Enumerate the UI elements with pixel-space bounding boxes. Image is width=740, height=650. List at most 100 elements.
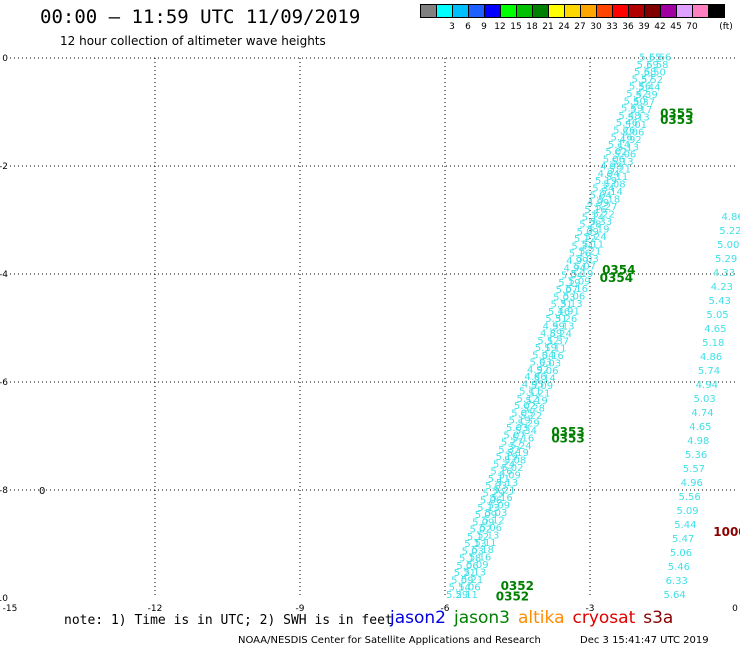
pass-time-label: 0355: [660, 106, 693, 120]
wave-height-value: 5.00: [717, 240, 739, 251]
wave-height-value: 5.66: [649, 53, 671, 64]
wave-height-value: 5.74: [698, 366, 720, 377]
wave-height-value: 5.02: [469, 525, 491, 536]
pass-time-label: 0354: [602, 263, 635, 277]
wave-height-value: 5.34: [515, 426, 537, 437]
wave-height-value: 5.09: [451, 575, 473, 586]
legend-label: 39: [638, 22, 650, 32]
wave-height-value: 5.13: [496, 478, 518, 489]
wave-height-value: 5.19: [535, 343, 557, 354]
wave-height-value: 5.19: [507, 448, 529, 459]
lon-tick-label: -15: [3, 604, 18, 614]
legend-label: 33: [606, 22, 618, 32]
wave-height-value: 5.06: [614, 150, 636, 161]
wave-height-value: 5.16: [512, 433, 534, 444]
wave-height-value: 5.18: [472, 545, 494, 556]
wave-height-value: 5.14: [608, 140, 630, 151]
wave-height-value: 5.06: [536, 366, 558, 377]
wave-height-value: 5.03: [576, 254, 598, 265]
wave-height-value: 4.96: [681, 478, 703, 489]
wave-height-value: 4.86: [721, 212, 740, 223]
wave-height-value: 5.64: [663, 590, 685, 601]
pass-time-label: 0352: [501, 579, 534, 593]
wave-height-value: 5.09: [475, 510, 497, 521]
wave-height-value: 5.13: [464, 539, 486, 550]
wave-height-value: 5.14: [533, 374, 555, 385]
pass-time-label: 0354: [600, 271, 633, 285]
satellite-legend-item: s3a: [643, 608, 674, 628]
wave-height-value: 5.18: [459, 554, 481, 565]
lat-tick-label: -4: [0, 270, 8, 280]
wave-height-value: 5.03: [539, 359, 561, 370]
wave-height-value: 5.08: [504, 456, 526, 467]
wave-height-value: 5.06: [480, 523, 502, 534]
wave-height-value: 5.06: [456, 561, 478, 572]
timestamp-text: Dec 3 15:41:47 UTC 2019: [580, 635, 709, 646]
wave-height-value: 5.46: [616, 118, 638, 129]
wave-height-value: 5.09: [676, 506, 698, 517]
wave-height-value: 4.65: [689, 422, 711, 433]
lat-tick-label: -10: [0, 594, 8, 604]
wave-height-value: 5.09: [568, 277, 590, 288]
wave-height-value: 5.14: [449, 583, 471, 594]
wave-height-value: 4.95: [522, 379, 544, 390]
wave-height-value: 5.21: [528, 389, 550, 400]
legend-label: 27: [574, 22, 586, 32]
pass-time-label: 0353: [551, 431, 584, 445]
wave-height-value: 4.98: [687, 436, 709, 447]
wave-height-value: 5.03: [694, 394, 716, 405]
wave-height-value: 5.13: [617, 142, 639, 153]
wave-height-value: 5.50: [624, 96, 646, 107]
wave-height-value: 5.21: [609, 165, 631, 176]
legend-label: 45: [670, 22, 682, 32]
wave-height-value: 4.89: [540, 329, 562, 340]
wave-height-value: 5.13: [477, 530, 499, 541]
wave-height-value: 5.28: [579, 220, 601, 231]
altimeter-tracks: 5.655.695.685.575.565.425.505.595.485.46…: [446, 53, 740, 601]
wave-height-value: 5.12: [482, 515, 504, 526]
wave-height-value: 5.02: [501, 463, 523, 474]
wave-height-value: 5.43: [709, 296, 731, 307]
wave-height-value: 5.57: [631, 74, 653, 85]
wave-height-value: 5.03: [485, 508, 507, 519]
wave-height-value: 5.37: [633, 97, 655, 108]
wave-height-value: 4.33: [713, 268, 735, 279]
wave-height-value: 5.31: [550, 300, 572, 311]
wave-height-value: 5.65: [639, 53, 661, 64]
wave-height-value: 5.19: [571, 269, 593, 280]
wave-height-value: 5.03: [553, 292, 575, 303]
credit-text: NOAA/NESDIS Center for Satellite Applica…: [238, 635, 541, 646]
wave-height-value: 5.19: [587, 224, 609, 235]
wave-height-value: 5.09: [488, 500, 510, 511]
wave-height-value: 5.16: [490, 467, 512, 478]
wave-height-value: 5.06: [622, 127, 644, 138]
wave-height-value: 5.12: [467, 532, 489, 543]
wave-height-value: 5.19: [509, 416, 531, 427]
wave-height-value: 5.27: [501, 438, 523, 449]
wave-height-value: 5.50: [644, 68, 666, 79]
wave-height-value: 5.32: [498, 445, 520, 456]
wave-height-value: 5.07: [503, 430, 525, 441]
wave-height-value: 5.42: [626, 89, 648, 100]
wave-height-value: 5.03: [530, 358, 552, 369]
satellite-legend-item: altika: [518, 608, 565, 628]
wave-height-value: 4.23: [711, 282, 733, 293]
wave-height-value: 5.16: [469, 553, 491, 564]
wave-height-value: 5.21: [461, 575, 483, 586]
wave-height-value: 5.19: [525, 396, 547, 407]
wave-height-value: 5.16: [542, 351, 564, 362]
pass-time-label: 0352: [496, 590, 529, 604]
wave-height-value: 5.06: [480, 496, 502, 507]
wave-height-value: 5.03: [462, 546, 484, 557]
wave-height-value: 5.11: [456, 590, 478, 601]
legend-label: 36: [622, 22, 634, 32]
wave-height-value: 5.04: [590, 191, 612, 202]
wave-height-value: 4.98: [600, 162, 622, 173]
wave-height-value: 4.99: [566, 256, 588, 267]
wave-height-value: 5.06: [603, 154, 625, 165]
wave-height-value: 5.68: [634, 67, 656, 78]
wave-height-value: 5.03: [506, 423, 528, 434]
wave-height-value: 5.03: [485, 481, 507, 492]
wave-height-value: 4.91: [558, 306, 580, 317]
